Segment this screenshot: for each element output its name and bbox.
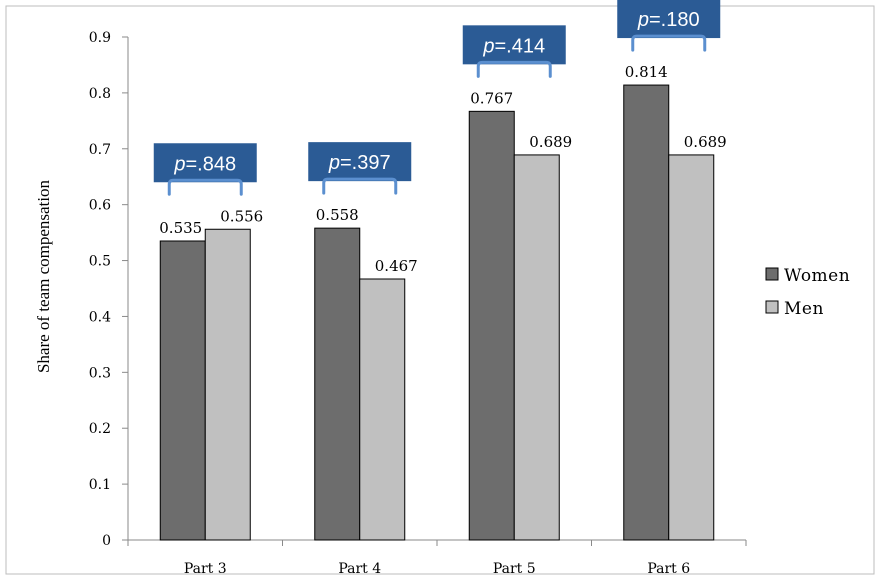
data-label: 0.556 <box>220 207 263 225</box>
p-value-box <box>462 25 566 65</box>
legend-label-women: Women <box>784 266 850 286</box>
data-label: 0.535 <box>159 219 202 237</box>
p-value-bracket <box>631 34 707 52</box>
bars <box>159 84 715 541</box>
y-tick-label: 0.8 <box>89 86 111 102</box>
legend-swatch-women <box>765 267 779 281</box>
y-tick-label: 0.6 <box>89 198 111 214</box>
data-label: 0.689 <box>684 133 727 151</box>
y-tick-label: 0.9 <box>89 30 111 46</box>
data-labels: 0.535 0.556 0.558 0.467 0.767 0.689 0.814 0.689 <box>159 63 726 275</box>
bar-men <box>668 154 715 541</box>
chart-frame <box>5 5 875 575</box>
x-tick-label: Part 3 <box>184 561 227 577</box>
y-tick-label: 0.7 <box>89 142 111 158</box>
p-value-box <box>308 142 412 182</box>
legend-label-men: Men <box>784 299 824 319</box>
data-label: 0.689 <box>529 133 572 151</box>
data-label: 0.767 <box>470 89 513 107</box>
p-value-label: p=.397 <box>328 152 391 174</box>
bar-women <box>314 227 361 541</box>
p-value-bracket <box>167 178 243 196</box>
x-tick-label: Part 5 <box>493 561 536 577</box>
bar-women <box>468 110 515 541</box>
y-axis-title: Share of team compensation <box>34 179 53 373</box>
bar-women <box>159 240 206 541</box>
p-value-bracket <box>322 177 398 195</box>
p-value-box <box>153 143 257 183</box>
y-tick-label: 0.1 <box>89 477 111 493</box>
bar-men <box>359 278 406 541</box>
y-tick-label: 0 <box>102 533 111 549</box>
x-tick-label: Part 4 <box>338 561 381 577</box>
bar-men <box>204 228 251 541</box>
data-label: 0.558 <box>316 206 359 224</box>
y-axis: 0 0.1 0.2 0.3 0.4 0.5 0.6 0.7 0.8 0.9 Share of tea… <box>34 30 129 549</box>
bar-women <box>623 84 670 541</box>
p-value-annotations: p=.848 p=.397 p=.414 p=.180 <box>153 0 721 196</box>
y-tick-label: 0.5 <box>89 254 111 270</box>
p-value-label: p=.414 <box>482 35 545 57</box>
legend-swatch-men <box>765 300 779 314</box>
bar-men <box>513 154 560 541</box>
legend: Women Men <box>765 266 850 319</box>
y-tick-label: 0.3 <box>89 365 111 381</box>
data-label: 0.814 <box>625 63 668 81</box>
x-axis: Part 3 Part 4 Part 5 Part 6 <box>127 539 747 577</box>
x-tick-label: Part 6 <box>647 561 690 577</box>
p-value-label: p=.180 <box>637 9 700 31</box>
p-value-box <box>617 0 721 39</box>
data-label: 0.467 <box>375 257 418 275</box>
p-value-bracket <box>476 60 552 78</box>
y-tick-label: 0.4 <box>89 309 111 325</box>
p-value-label: p=.848 <box>173 153 236 175</box>
y-tick-label: 0.2 <box>89 421 111 437</box>
